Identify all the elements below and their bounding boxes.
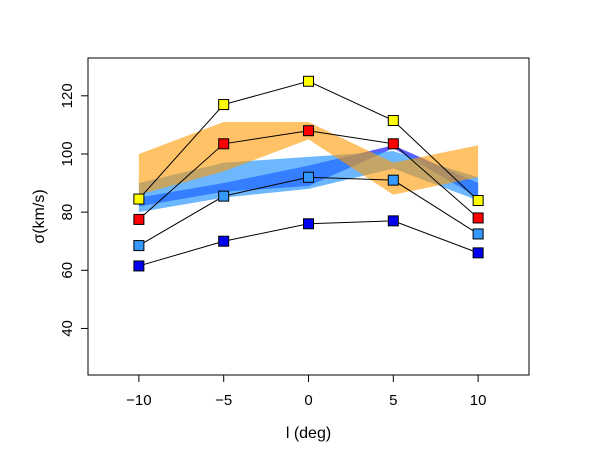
y-axis-title: σ(km/s) (31, 189, 48, 243)
data-point (133, 193, 145, 205)
data-point (303, 75, 314, 87)
data-point (387, 215, 399, 227)
data-point (387, 115, 399, 127)
x-axis: −10 −5 0 5 10 (126, 374, 487, 409)
x-tick-label: −5 (215, 392, 232, 409)
data-point (303, 218, 314, 230)
y-tick-label: 60 (59, 262, 76, 279)
x-tick-label: 10 (470, 392, 487, 409)
data-point (133, 240, 145, 252)
y-tick-label: 100 (59, 141, 76, 166)
data-point (472, 247, 484, 259)
data-point (387, 138, 399, 150)
data-point (472, 195, 484, 207)
y-tick-label: 40 (59, 320, 76, 337)
data-point (218, 138, 230, 150)
data-point (303, 125, 314, 137)
x-axis-title: l (deg) (286, 425, 331, 442)
x-tick-label: 0 (304, 392, 312, 409)
x-tick-label: −10 (126, 392, 151, 409)
data-point (472, 228, 484, 240)
y-axis: 40 60 80 100 120 (59, 83, 89, 337)
y-tick-label: 120 (59, 83, 76, 108)
data-point (387, 174, 399, 186)
y-tick-label: 80 (59, 204, 76, 221)
data-point (303, 171, 314, 183)
data-points-layer (133, 75, 484, 272)
data-point (218, 99, 230, 111)
data-point (218, 235, 230, 247)
data-point (218, 190, 230, 202)
plot-frame (87, 57, 530, 376)
data-point (133, 260, 145, 272)
x-tick-label: 5 (389, 392, 397, 409)
data-point (472, 212, 484, 224)
data-point (133, 213, 145, 225)
